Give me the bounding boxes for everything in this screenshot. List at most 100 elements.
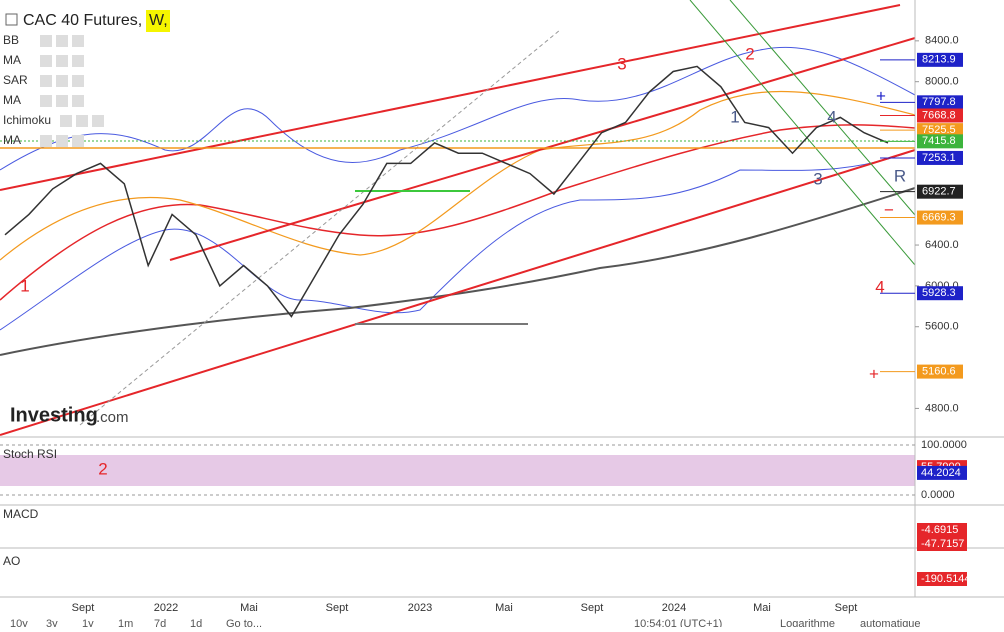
indicator-button[interactable] bbox=[40, 35, 52, 47]
indicator-button[interactable] bbox=[40, 95, 52, 107]
indicator-button[interactable] bbox=[56, 135, 68, 147]
indicator-tag-label: -4.6915 bbox=[921, 524, 958, 536]
logo-brand: Investing bbox=[10, 404, 98, 426]
panel-title: AO bbox=[3, 554, 20, 568]
clock: 10:54:01 (UTC+1) bbox=[634, 618, 722, 627]
price-tag-label: 7253.1 bbox=[922, 152, 956, 164]
long-ma bbox=[0, 187, 916, 356]
indicator-label: SAR bbox=[3, 73, 28, 87]
price-tag bbox=[917, 134, 963, 149]
range-button[interactable]: 3y bbox=[46, 618, 58, 630]
stoch-tick-label: 100.0000 bbox=[921, 439, 967, 451]
indicator-button[interactable] bbox=[60, 115, 72, 127]
x-tick-label: 2024 bbox=[662, 602, 686, 614]
indicator-button[interactable] bbox=[56, 75, 68, 87]
indicator-button[interactable] bbox=[40, 135, 52, 147]
annotation: 3 bbox=[617, 54, 626, 73]
price-tag bbox=[917, 286, 963, 301]
indicator-button[interactable] bbox=[56, 35, 68, 47]
indicator-tag bbox=[917, 537, 967, 551]
indicator-button[interactable] bbox=[72, 135, 84, 147]
annotation: + bbox=[876, 86, 886, 105]
x-tick-label: Mai bbox=[240, 602, 258, 614]
range-button[interactable]: 1y bbox=[82, 618, 94, 630]
mode-toggle[interactable]: automatique bbox=[860, 618, 921, 630]
overlays bbox=[0, 0, 916, 436]
indicator-button[interactable] bbox=[56, 95, 68, 107]
indicator-button[interactable] bbox=[72, 95, 84, 107]
annotation: + bbox=[869, 364, 879, 383]
annotation: 2 bbox=[98, 459, 107, 478]
x-tick-label: Sept bbox=[326, 602, 349, 614]
panel-title: MACD bbox=[3, 507, 39, 521]
scale-toggle[interactable]: Logarithme bbox=[780, 618, 835, 630]
indicator-button[interactable] bbox=[72, 35, 84, 47]
x-tick-label: Sept bbox=[72, 602, 95, 614]
price-tag bbox=[917, 52, 963, 67]
range-button[interactable]: 1d bbox=[190, 618, 202, 630]
logo-suffix: .com bbox=[96, 409, 129, 426]
indicator-button[interactable] bbox=[56, 55, 68, 67]
indicator-button[interactable] bbox=[76, 115, 88, 127]
interval[interactable]: W, bbox=[149, 12, 168, 29]
indicator-label: BB bbox=[3, 33, 19, 47]
price-tag bbox=[917, 108, 963, 123]
indicator-tag-label: -190.5144 bbox=[921, 573, 971, 585]
price-tag-label: 7415.8 bbox=[922, 135, 956, 147]
y-tick-label: 8400.0 bbox=[925, 35, 959, 47]
indicator-tag-label: 44.2024 bbox=[921, 467, 961, 479]
annotation: 3 bbox=[813, 169, 822, 188]
indicator-label: MA bbox=[3, 93, 21, 107]
channel-mid bbox=[169, 37, 916, 261]
range-button[interactable]: 1m bbox=[118, 618, 133, 630]
indicator-button[interactable] bbox=[40, 75, 52, 87]
interval-highlight bbox=[146, 10, 170, 32]
indicator-tag bbox=[917, 523, 967, 537]
price-tag-label: 7668.8 bbox=[922, 109, 956, 121]
stoch-band bbox=[0, 455, 915, 486]
price-tag-label: 7797.8 bbox=[922, 96, 956, 108]
price-tag bbox=[917, 364, 963, 379]
indicator-tag-label: -47.7157 bbox=[921, 538, 964, 550]
indicator-button[interactable] bbox=[40, 55, 52, 67]
indicator-tag bbox=[917, 465, 967, 480]
stoch-tick-label: 0.0000 bbox=[921, 489, 955, 501]
trend-down-1 bbox=[689, 0, 916, 266]
price-tag-label: 8213.9 bbox=[922, 54, 956, 66]
mid-ma bbox=[0, 124, 916, 301]
price-tag bbox=[917, 210, 963, 225]
range-button[interactable]: 10y bbox=[10, 618, 28, 630]
annotation: 4 bbox=[827, 107, 836, 126]
range-button[interactable]: 7d bbox=[154, 618, 166, 630]
symbol: CAC 40 Futures, bbox=[23, 12, 142, 29]
range-button[interactable]: Go to... bbox=[226, 618, 262, 630]
price-tag bbox=[917, 95, 963, 110]
y-tick-label: 6400.0 bbox=[925, 239, 959, 251]
annotation: 1 bbox=[730, 107, 739, 126]
annotation: 2 bbox=[745, 44, 754, 63]
indicator-label: MA bbox=[3, 53, 21, 67]
dashed-trend bbox=[79, 29, 561, 426]
price-tag-label: 5160.6 bbox=[922, 365, 956, 377]
price-tag bbox=[917, 184, 963, 199]
indicator-button[interactable] bbox=[72, 55, 84, 67]
price-tag-label: 6669.3 bbox=[922, 211, 956, 223]
indicator-button[interactable] bbox=[72, 75, 84, 87]
price-tag bbox=[917, 123, 963, 138]
annotation: 4 bbox=[875, 277, 884, 296]
price-tag-label: 5928.3 bbox=[922, 287, 956, 299]
x-tick-label: Sept bbox=[835, 602, 858, 614]
panel-title: Stoch RSI bbox=[3, 447, 57, 461]
x-tick-label: Mai bbox=[753, 602, 771, 614]
annotation: − bbox=[884, 200, 894, 219]
annotation: R bbox=[894, 166, 906, 185]
y-tick-label: 8000.0 bbox=[925, 76, 959, 88]
y-tick-label: 4800.0 bbox=[925, 402, 959, 414]
indicator-label: MA bbox=[3, 133, 21, 147]
collapse-box[interactable] bbox=[5, 13, 18, 26]
indicator-button[interactable] bbox=[92, 115, 104, 127]
